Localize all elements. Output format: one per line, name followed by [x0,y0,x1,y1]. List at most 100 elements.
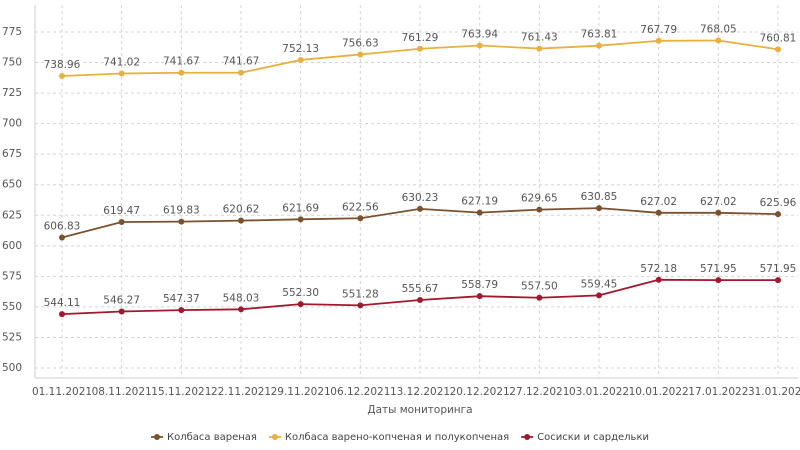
y-tick-label: 600 [2,240,22,252]
data-point [178,307,185,314]
x-axis-title: Даты мониторинга [367,404,472,416]
data-label: 741.67 [223,56,260,68]
data-point [715,277,722,284]
y-tick-label: 725 [2,87,22,99]
legend-label: Колбаса вареная [167,432,257,443]
data-point [476,209,483,216]
data-label: 559.45 [581,278,618,290]
data-label: 767.79 [640,24,677,36]
data-point [357,215,364,222]
data-point [297,56,304,63]
legend: Колбаса вареная Колбаса варено-копченая и… [151,432,649,443]
x-tick-label: 17.01.2022 [688,386,748,398]
data-point [357,302,364,309]
data-label: 557.50 [521,281,558,293]
x-tick-label: 08.11.2021 [92,386,152,398]
data-point [536,294,543,301]
y-tick-label: 675 [2,148,22,160]
data-label: 625.96 [760,197,797,209]
data-label: 620.62 [223,204,260,216]
data-point [655,209,662,216]
x-tick-label: 22.11.2021 [211,386,271,398]
data-point [536,206,543,213]
data-label: 738.96 [44,59,81,71]
y-tick-label: 750 [2,57,22,69]
data-label: 752.13 [282,43,319,55]
data-point [775,46,781,53]
data-label: 606.83 [44,220,81,232]
x-tick-label: 13.12.2021 [390,386,450,398]
data-point [238,217,244,224]
data-label: 760.81 [760,32,797,44]
y-tick-label: 550 [2,301,22,313]
data-label: 619.47 [103,205,140,217]
data-point [417,205,423,212]
data-point [476,42,483,49]
legend-marker [154,434,161,440]
data-label: 547.37 [163,293,200,305]
x-tick-label: 27.12.2021 [509,386,569,398]
data-label: 630.23 [402,192,439,204]
data-point [238,69,244,76]
data-point [178,218,185,225]
data-point [59,234,65,241]
data-point [655,37,662,44]
data-point [715,209,722,216]
y-tick-label: 575 [2,270,22,282]
x-tick-label: 06.12.2021 [330,386,390,398]
data-point [297,216,304,223]
data-label: 629.65 [521,193,558,205]
data-label: 544.11 [44,297,81,309]
data-point [238,306,244,313]
data-point [118,70,125,77]
data-point [536,45,543,52]
x-tick-label: 10.01.2022 [629,386,689,398]
legend-marker [524,434,531,440]
x-tick-label: 15.11.2021 [151,386,211,398]
y-tick-label: 775 [2,26,22,38]
data-point [596,42,602,49]
x-tick-label: 03.01.2022 [569,386,629,398]
legend-label: Сосиски и сардельки [537,432,649,443]
data-point [417,45,423,52]
data-label: 627.02 [700,196,737,208]
data-point [59,311,65,318]
legend-label: Колбаса варено-копченая и полукопченая [285,432,509,443]
y-tick-label: 500 [2,362,22,374]
data-point [178,69,185,76]
data-label: 622.56 [342,201,379,213]
x-tick-label: 29.11.2021 [271,386,331,398]
x-tick-label: 31.01.2022 [748,386,800,398]
data-point [596,205,602,212]
data-label: 546.27 [103,294,140,306]
data-label: 571.95 [700,263,737,275]
data-label: 756.63 [342,37,379,49]
data-point [715,37,722,44]
data-point [118,308,125,315]
data-point [775,277,781,284]
legend-marker [271,434,278,440]
y-tick-label: 525 [2,331,22,343]
data-label: 763.81 [581,29,618,41]
data-label: 768.05 [700,23,737,35]
data-label: 761.43 [521,32,558,44]
data-label: 552.30 [282,287,319,299]
x-tick-label: 20.12.2021 [450,386,510,398]
data-point [297,301,304,308]
data-label: 572.18 [640,263,677,275]
data-label: 741.67 [163,56,200,68]
data-label: 763.94 [461,29,498,41]
data-label: 621.69 [282,202,319,214]
data-label: 761.29 [402,32,439,44]
x-tick-label: 01.11.2021 [32,386,92,398]
data-label: 627.02 [640,196,677,208]
y-tick-label: 650 [2,179,22,191]
data-point [118,219,125,226]
data-point [357,51,364,58]
data-label: 548.03 [223,292,260,304]
y-tick-label: 700 [2,118,22,130]
data-label: 571.95 [760,263,797,275]
data-label: 558.79 [461,279,498,291]
